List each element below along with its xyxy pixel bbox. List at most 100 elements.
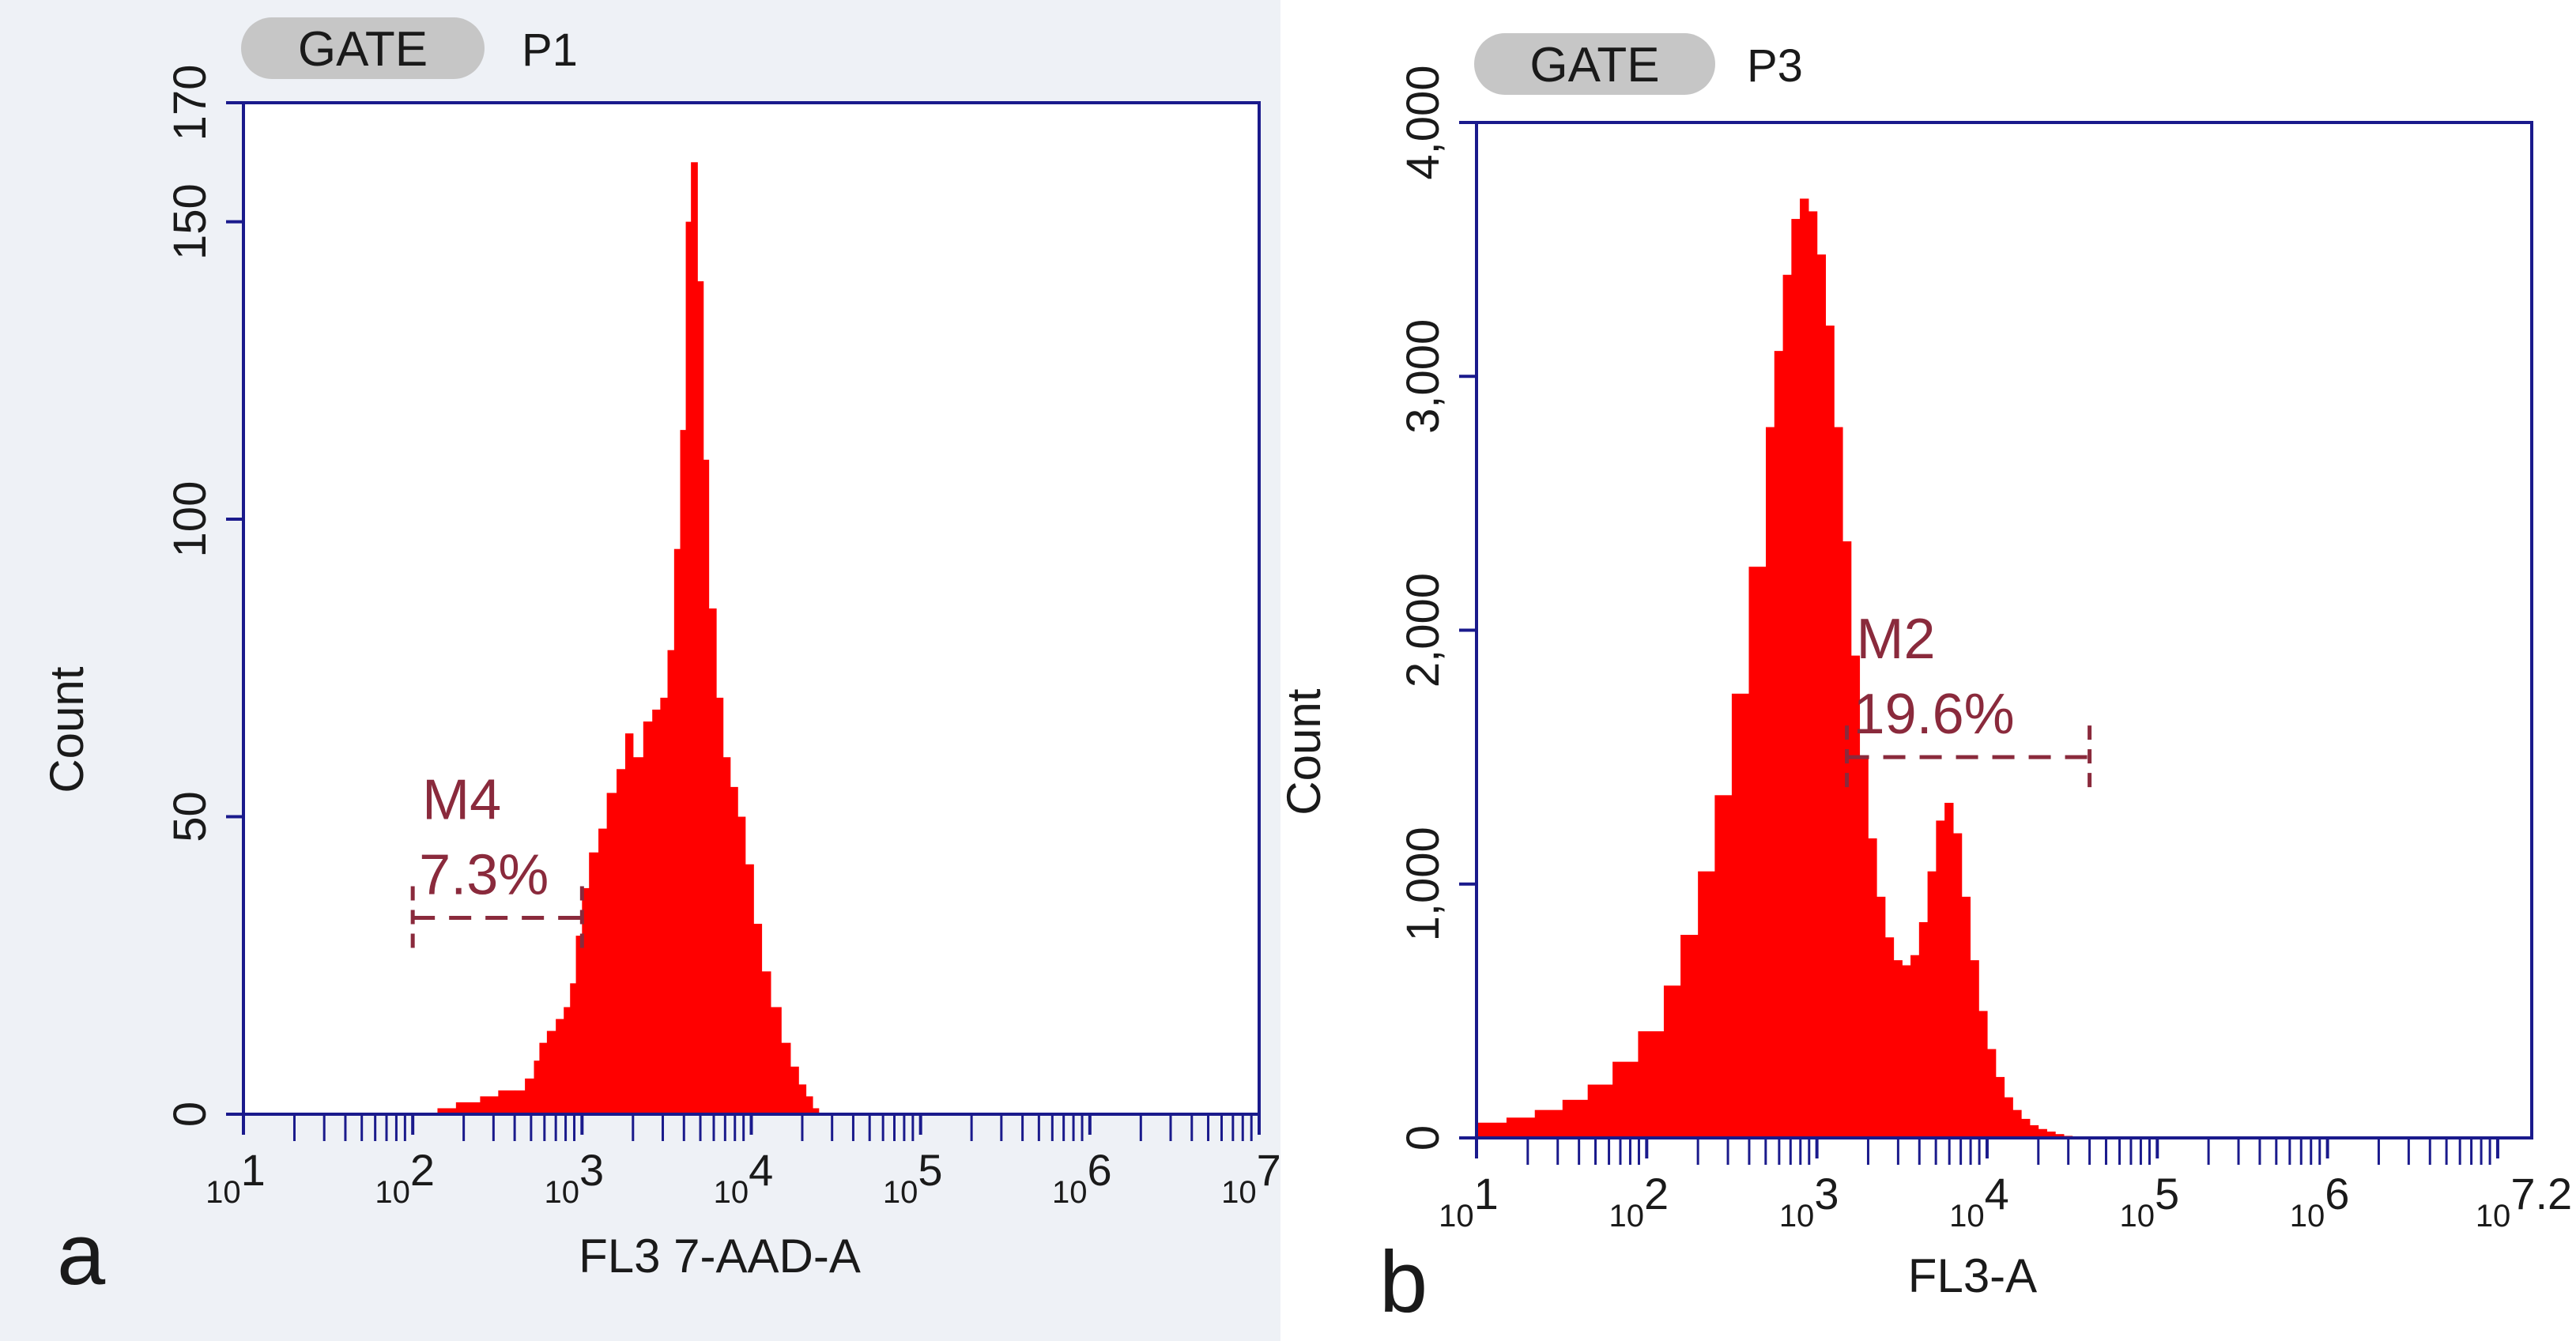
histogram-bar: [660, 697, 669, 1114]
histogram-bar: [673, 548, 681, 1114]
x-tick-label: 101: [206, 1145, 266, 1210]
marker-percent: 19.6%: [1854, 683, 2015, 746]
histogram-bar: [2046, 1131, 2056, 1138]
x-tick-base: 10: [883, 1175, 918, 1210]
histogram-bar: [1663, 985, 1681, 1138]
x-tick-label: 104: [1949, 1169, 2009, 1234]
x-tick-base: 10: [1052, 1175, 1088, 1210]
histogram-bar: [1970, 960, 1979, 1138]
x-tick-exponent: 2: [410, 1145, 435, 1195]
panel-label: b: [1379, 1234, 1428, 1331]
x-tick-exponent: 3: [1814, 1169, 1839, 1219]
histogram-bar: [1612, 1061, 1639, 1138]
y-tick-label: 150: [164, 183, 216, 260]
histogram-bar: [1842, 541, 1852, 1138]
histogram-bar: [1800, 198, 1809, 1138]
x-tick-label: 107: [1221, 1145, 1280, 1210]
histogram-bar: [703, 459, 710, 1114]
histogram-bar: [722, 757, 731, 1114]
histogram-bar: [798, 1084, 807, 1114]
histogram-bar: [2021, 1118, 2031, 1138]
histogram-bar: [1534, 1109, 1563, 1138]
y-tick-label: 1,000: [1397, 827, 1449, 941]
x-tick-exponent: 5: [918, 1145, 942, 1195]
histogram-bar: [589, 852, 599, 1114]
x-tick-base: 10: [1779, 1199, 1815, 1234]
x-axis-label: FL3 7-AAD-A: [579, 1230, 861, 1283]
histogram-bar: [2038, 1128, 2047, 1138]
x-axis-label: FL3-A: [1908, 1249, 2037, 1302]
gate-pill: [241, 17, 485, 79]
x-tick-exponent: 4: [749, 1145, 773, 1195]
histogram-bar: [1698, 871, 1715, 1138]
y-tick-label: 3,000: [1397, 319, 1449, 434]
histogram-bar: [598, 828, 608, 1114]
y-tick-label: 170: [164, 65, 216, 141]
histogram-bar: [1850, 655, 1861, 1138]
x-tick-label: 101: [1439, 1169, 1499, 1234]
marker-name: M4: [422, 769, 501, 832]
histogram-bar: [1816, 254, 1827, 1138]
marker-name: M2: [1857, 608, 1936, 671]
y-tick-label: 50: [164, 791, 216, 842]
histogram-bar: [1506, 1117, 1536, 1138]
x-tick-base: 10: [1221, 1175, 1257, 1210]
histogram-bar: [2004, 1097, 2013, 1138]
histogram-bar: [1884, 937, 1895, 1138]
histogram-bar: [539, 1042, 548, 1114]
histogram-bar: [1774, 351, 1784, 1138]
histogram-panel-b: M2 19.6% 0 1,000 2,000 3,000 4,000 101 102 103 104…: [1280, 0, 2576, 1341]
x-tick-exponent: 6: [2325, 1169, 2349, 1219]
x-tick-label: 104: [714, 1145, 774, 1210]
histogram-bar: [556, 1019, 564, 1114]
y-axis-label: Count: [1280, 688, 1330, 815]
x-tick-label: 106: [2290, 1169, 2350, 1234]
x-tick-base: 10: [206, 1175, 241, 1210]
histogram-bar: [730, 786, 738, 1114]
x-tick-label: 102: [375, 1145, 435, 1210]
histogram-bar: [790, 1066, 799, 1114]
histogram-bar: [1868, 838, 1877, 1138]
x-tick-base: 10: [2290, 1199, 2325, 1234]
histogram-bar: [1986, 1049, 1997, 1138]
x-tick-exponent: 2: [1644, 1169, 1669, 1219]
y-tick-label: 0: [164, 1102, 216, 1127]
x-tick-label: 103: [545, 1145, 605, 1210]
gate-label: GATE: [1529, 38, 1659, 92]
histogram-bar: [2029, 1124, 2039, 1138]
histogram-bar: [1766, 427, 1775, 1138]
histogram-bar: [1808, 211, 1818, 1138]
histogram-bar: [716, 697, 724, 1114]
histogram-bar: [761, 971, 771, 1114]
plot-area: [1477, 122, 2532, 1138]
histogram-bar: [1714, 795, 1733, 1138]
x-tick-label: 103: [1779, 1169, 1839, 1234]
histogram-bar: [617, 769, 626, 1114]
histogram-bar: [1562, 1099, 1589, 1138]
x-tick-base: 10: [375, 1175, 410, 1210]
histogram-bar: [685, 221, 692, 1114]
gate-pill: [1474, 33, 1715, 95]
histogram-bar: [1748, 567, 1767, 1138]
x-tick-label: 106: [1052, 1145, 1112, 1210]
histogram-bar: [575, 936, 583, 1114]
x-tick-exponent: 1: [1474, 1169, 1499, 1219]
histogram-bar: [708, 608, 717, 1114]
histogram-bar: [2055, 1134, 2065, 1138]
histogram-bar: [1477, 1122, 1507, 1138]
histogram-bar: [625, 733, 634, 1114]
histogram-bar: [570, 983, 577, 1114]
x-tick-base: 10: [545, 1175, 580, 1210]
gate-label: GATE: [298, 22, 428, 77]
x-tick-exponent: 1: [241, 1145, 266, 1195]
histogram-bar: [691, 162, 698, 1115]
histogram-bar: [1893, 960, 1903, 1138]
histogram-bar: [1638, 1031, 1665, 1138]
x-tick-label: 105: [2119, 1169, 2179, 1234]
histogram-bar: [1680, 935, 1699, 1138]
x-tick-exponent: 6: [1088, 1145, 1112, 1195]
histogram-bar: [643, 721, 653, 1114]
histogram-bar: [1825, 326, 1835, 1138]
x-tick-base: 10: [2119, 1199, 2155, 1234]
y-axis-label: Count: [40, 666, 93, 793]
